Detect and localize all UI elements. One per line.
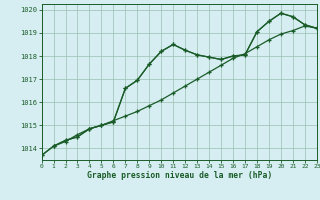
X-axis label: Graphe pression niveau de la mer (hPa): Graphe pression niveau de la mer (hPa) [87, 171, 272, 180]
